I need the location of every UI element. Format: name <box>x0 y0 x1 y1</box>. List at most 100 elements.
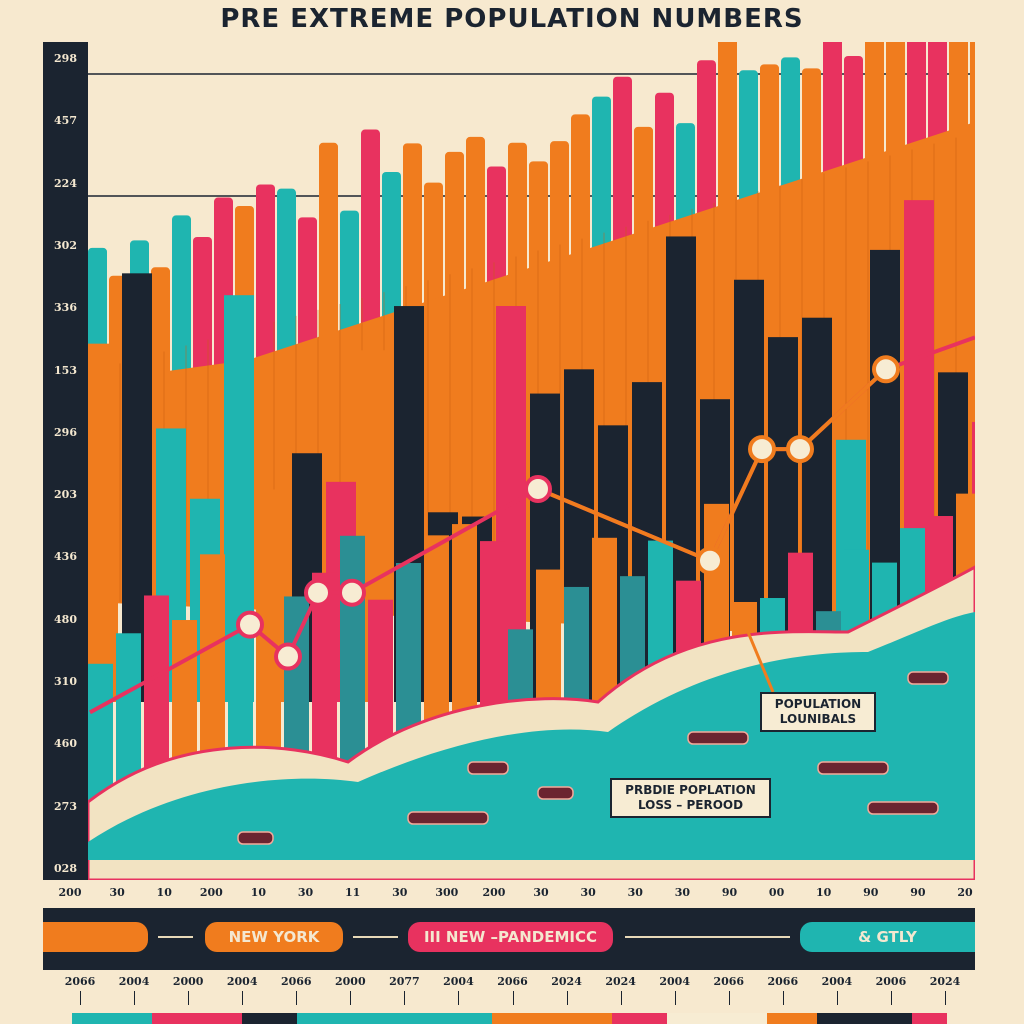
boat <box>237 831 274 845</box>
x-tick-label: 30 <box>392 886 408 899</box>
x-tick-label: 20 <box>957 886 973 899</box>
timeline-tick <box>566 991 568 1005</box>
boat <box>687 731 749 745</box>
x-tick-label: 30 <box>627 886 643 899</box>
x-tick-label: 30 <box>674 886 691 899</box>
color-strip-segment <box>667 1013 767 1024</box>
timeline-year-label: 2066 <box>64 975 96 988</box>
y-tick-label: 298 <box>54 52 77 65</box>
x-tick-label: 30 <box>533 886 549 899</box>
color-strip-segment <box>492 1013 612 1024</box>
legend-gtly: & GTLY <box>800 922 975 952</box>
boat <box>537 786 574 800</box>
boat <box>867 801 939 815</box>
timeline-tick <box>350 991 352 1005</box>
x-tick-label: 200 <box>58 886 82 899</box>
timeline-tick <box>945 991 946 1005</box>
timeline-year-label: 2006 <box>875 975 907 988</box>
x-tick-label: 300 <box>435 886 459 899</box>
skyline-building <box>256 184 275 402</box>
timeline-year-label: 2024 <box>551 975 582 988</box>
data-point <box>338 578 366 607</box>
y-tick-label: 153 <box>54 363 77 377</box>
x-tick-label: 30 <box>297 886 314 899</box>
y-tick-label: 224 <box>54 176 77 190</box>
skyline-building <box>340 535 365 792</box>
timeline-tick <box>296 991 298 1005</box>
timeline-tick <box>890 991 892 1005</box>
x-tick-label: 10 <box>156 886 172 899</box>
data-point <box>872 355 900 384</box>
x-tick-label: 00 <box>768 886 785 899</box>
color-strip-segment <box>72 1013 152 1024</box>
data-point <box>524 474 552 503</box>
timeline-year-label: 2000 <box>335 975 366 988</box>
timeline-tick <box>458 991 460 1005</box>
color-strip-segment <box>152 1013 242 1024</box>
y-tick-label: 480 <box>54 612 77 626</box>
timeline-year-label: 2004 <box>226 975 258 988</box>
timeline-tick <box>836 991 838 1005</box>
y-tick-label: 273 <box>54 799 77 813</box>
data-point <box>748 435 776 464</box>
y-tick-label: 302 <box>54 238 77 252</box>
timeline-tick <box>80 991 81 1005</box>
y-tick-label: 028 <box>54 862 77 875</box>
timeline-year-label: 2066 <box>497 975 528 988</box>
color-strip-segment <box>612 1013 667 1024</box>
x-tick-label: 200 <box>199 886 223 899</box>
y-axis: 298 457 224 302 336 153 296 203 436 480 310 460 273 0… <box>43 42 88 880</box>
y-tick-label: 436 <box>54 550 77 564</box>
x-tick-label: 30 <box>109 886 125 899</box>
chart-title: PRE EXTREME POPULATION NUMBERS <box>220 4 804 34</box>
legend-divider <box>353 936 398 938</box>
timeline-year-label: 2066 <box>280 975 312 988</box>
boat <box>467 761 509 775</box>
timeline-year-label: 2004 <box>659 975 690 988</box>
timeline-year-label: 2077 <box>389 975 420 988</box>
legend-divider <box>625 936 790 938</box>
x-tick-label: 10 <box>816 886 832 899</box>
timeline-tick <box>512 991 514 1005</box>
skyline-building <box>193 237 212 402</box>
skyline-building <box>88 343 118 702</box>
boat <box>817 761 889 775</box>
timeline-tick <box>404 991 406 1005</box>
data-point <box>304 578 332 607</box>
timeline-year-label: 2024 <box>605 975 636 988</box>
x-tick-label: 90 <box>721 886 738 899</box>
x-tick-label: 90 <box>863 886 879 899</box>
legend-new-pandemic: III NEW –PANDEMICC <box>408 922 613 952</box>
timeline-year-label: 2004 <box>443 975 474 988</box>
timeline-year-label: 2000 <box>172 975 204 988</box>
color-strip-segment <box>242 1013 297 1024</box>
y-tick-label: 203 <box>54 488 77 502</box>
timeline-tick <box>242 991 244 1005</box>
legend: NEW YORK III NEW –PANDEMICC & GTLY <box>43 908 975 970</box>
timeline-tick <box>782 991 784 1005</box>
x-tick-label: 90 <box>910 886 926 899</box>
data-point <box>786 435 814 464</box>
timeline-year-label: 2004 <box>821 975 853 988</box>
x-tick-label: 10 <box>250 886 267 899</box>
color-strip-segment <box>297 1013 492 1024</box>
timeline-year-label: 2066 <box>767 975 799 988</box>
annotation-population: POPULATION LOUNIBALS <box>760 692 876 732</box>
annotation-loss-period: PRBDIE POPLATION LOSS – PEROOD <box>610 778 771 818</box>
timeline-year-label: 2066 <box>713 975 745 988</box>
x-tick-label: 200 <box>482 886 506 899</box>
color-strip-segment <box>817 1013 912 1024</box>
y-tick-label: 457 <box>54 114 77 128</box>
x-tick-label: 30 <box>580 886 596 899</box>
data-point <box>274 642 302 671</box>
boat <box>907 671 949 685</box>
y-tick-label: 336 <box>54 301 77 315</box>
timeline-year-label: 2024 <box>929 975 961 988</box>
timeline-tick <box>674 991 676 1005</box>
legend-swatch-orange <box>43 922 148 952</box>
y-tick-label: 460 <box>54 737 77 751</box>
skyline-building <box>151 267 170 402</box>
timeline: 2066 2004 2000 2004 2066 2000 2077 2004 2066 2024… <box>0 975 1024 1013</box>
boat <box>407 811 489 825</box>
timeline-tick <box>620 991 622 1005</box>
